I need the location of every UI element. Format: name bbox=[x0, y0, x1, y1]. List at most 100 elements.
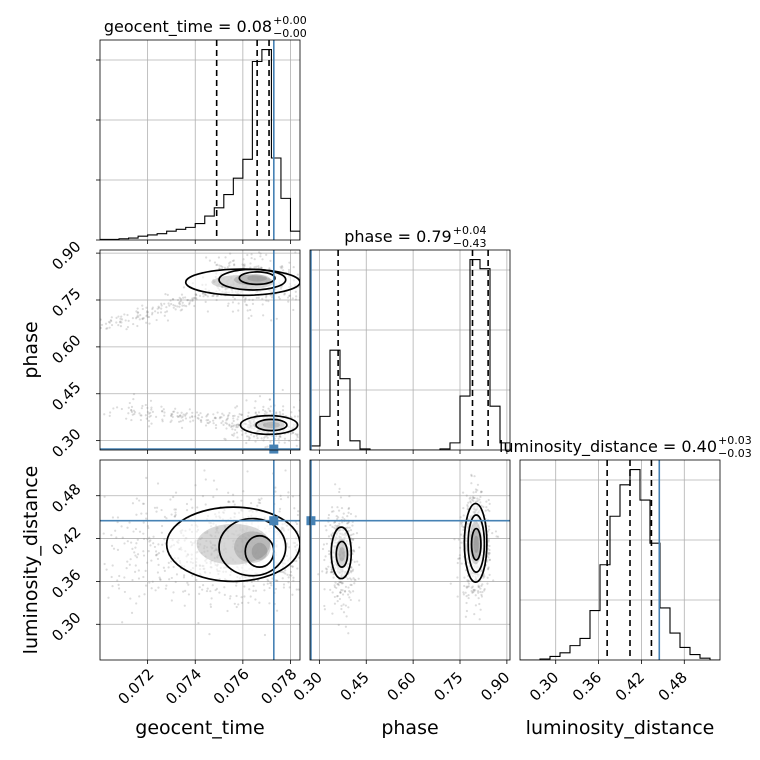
scatter-point bbox=[488, 552, 491, 555]
scatter-point bbox=[256, 437, 259, 440]
scatter-point bbox=[194, 415, 197, 418]
scatter-point bbox=[130, 611, 134, 615]
scatter-point bbox=[350, 566, 353, 569]
scatter-point bbox=[165, 306, 168, 309]
scatter-point bbox=[301, 611, 303, 613]
contour-level-1 bbox=[218, 517, 287, 577]
title-plus: +0.04 bbox=[453, 224, 487, 237]
scatter-point bbox=[296, 273, 299, 276]
scatter-point bbox=[334, 581, 337, 584]
scatter-point bbox=[324, 567, 328, 570]
scatter-point bbox=[134, 527, 138, 531]
panel-1-1: phase = 0.79 +0.04−0.43 bbox=[309, 224, 511, 454]
scatter-point bbox=[191, 298, 194, 301]
scatter-point bbox=[266, 436, 269, 439]
panel-title-geocent_time: geocent_time = 0.08 bbox=[104, 17, 272, 37]
scatter-point bbox=[221, 420, 224, 423]
scatter-point bbox=[352, 590, 355, 593]
scatter-point bbox=[231, 493, 235, 496]
scatter-point bbox=[221, 265, 224, 269]
scatter-point bbox=[141, 404, 144, 408]
scatter-point bbox=[341, 593, 345, 596]
scatter-point bbox=[231, 259, 234, 263]
scatter-point bbox=[342, 512, 345, 515]
scatter-point bbox=[268, 398, 271, 401]
scatter-point bbox=[305, 275, 307, 277]
scatter-point bbox=[128, 521, 131, 524]
scatter-point bbox=[300, 518, 302, 520]
scatter-point bbox=[369, 548, 371, 550]
scatter-point bbox=[351, 524, 354, 527]
scatter-point bbox=[150, 559, 153, 562]
scatter-point bbox=[457, 538, 460, 541]
scatter-point bbox=[343, 589, 347, 593]
scatter-point bbox=[245, 304, 249, 307]
scatter-point bbox=[174, 304, 177, 307]
scatter-point bbox=[246, 253, 249, 257]
scatter-point bbox=[128, 401, 131, 405]
scatter-point bbox=[205, 415, 208, 418]
panel-frame bbox=[519, 459, 721, 661]
scatter-point bbox=[321, 271, 323, 273]
panel-title-luminosity_distance: luminosity_distance = 0.40 bbox=[499, 437, 717, 457]
scatter-point bbox=[462, 526, 465, 529]
scatter-point bbox=[277, 437, 280, 441]
scatter-point bbox=[340, 604, 343, 607]
scatter-point bbox=[462, 528, 465, 532]
scatter-point bbox=[154, 550, 158, 553]
scatter-point bbox=[325, 542, 328, 545]
scatter-point bbox=[252, 584, 255, 588]
scatter-point bbox=[232, 419, 235, 423]
scatter-point bbox=[146, 311, 150, 314]
scatter-point bbox=[172, 495, 175, 499]
contour-level-2 bbox=[184, 268, 300, 297]
scatter-point bbox=[465, 585, 468, 588]
scatter-point bbox=[235, 424, 238, 427]
scatter-point bbox=[296, 434, 299, 437]
scatter-point bbox=[147, 412, 151, 415]
scatter-point bbox=[269, 440, 272, 443]
scatter-point bbox=[247, 601, 250, 604]
scatter-point bbox=[148, 322, 151, 325]
y-tick-label: 0.36 bbox=[48, 566, 84, 602]
scatter-point bbox=[212, 419, 215, 422]
scatter-point bbox=[181, 419, 185, 422]
scatter-point bbox=[209, 590, 212, 593]
scatter-point bbox=[148, 540, 151, 543]
scatter-point bbox=[191, 574, 194, 577]
scatter-point bbox=[110, 316, 113, 319]
scatter-point bbox=[460, 523, 463, 526]
scatter-point bbox=[252, 435, 256, 438]
panel-title-phase: phase = 0.79 bbox=[344, 227, 451, 246]
scatter-point bbox=[172, 591, 175, 594]
scatter-point bbox=[487, 498, 490, 502]
scatter-point bbox=[136, 314, 139, 317]
scatter-point bbox=[123, 590, 127, 594]
scatter-point bbox=[205, 256, 208, 259]
scatter-point bbox=[172, 565, 175, 569]
panel-2-2: luminosity_distance = 0.40 +0.03−0.03 0.30… bbox=[499, 434, 752, 739]
scatter-point bbox=[215, 263, 218, 267]
scatter-point bbox=[486, 552, 490, 555]
scatter-point bbox=[165, 310, 169, 313]
scatter-point bbox=[253, 406, 256, 409]
scatter-point bbox=[135, 497, 138, 500]
scatter-point bbox=[178, 415, 181, 418]
scatter-point bbox=[148, 536, 151, 539]
scatter-point bbox=[206, 587, 209, 590]
scatter-point bbox=[235, 423, 238, 426]
scatter-point bbox=[268, 602, 271, 605]
scatter-point bbox=[270, 582, 273, 585]
scatter-point bbox=[222, 414, 225, 417]
contour-level-3 bbox=[467, 514, 486, 573]
scatter-point bbox=[135, 602, 138, 605]
scatter-point bbox=[110, 544, 114, 547]
scatter-point bbox=[140, 414, 143, 417]
scatter-point bbox=[163, 515, 167, 518]
scatter-point bbox=[458, 557, 461, 560]
scatter-point bbox=[148, 425, 151, 428]
scatter-point bbox=[471, 585, 474, 588]
scatter-point bbox=[328, 541, 330, 543]
scatter-point bbox=[160, 304, 163, 307]
scatter-point bbox=[115, 406, 119, 409]
